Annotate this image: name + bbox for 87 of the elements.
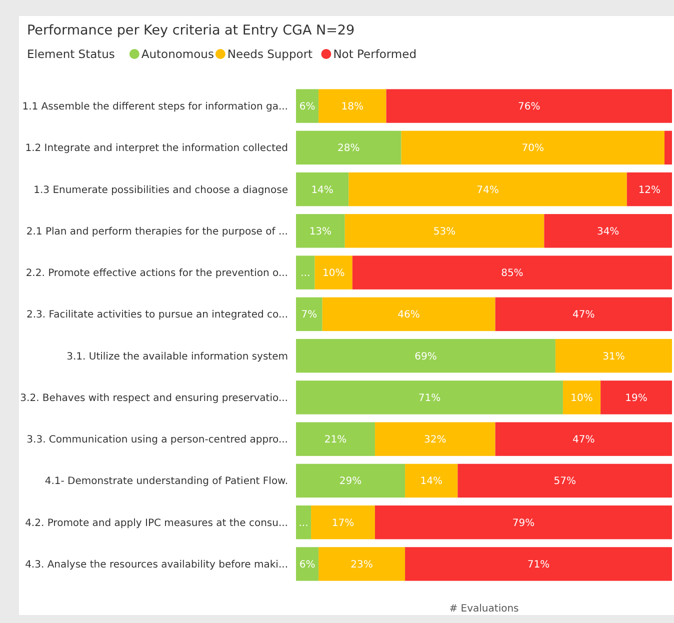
y-tick-label: 2.3. Facilitate activities to pursue an integrated co... xyxy=(26,310,288,321)
bar xyxy=(495,297,672,332)
y-tick-label: 3.1. Utilize the available information system xyxy=(66,351,288,362)
data-label: 19% xyxy=(625,392,648,404)
data-label: 79% xyxy=(512,518,535,529)
data-label: 29% xyxy=(339,476,362,488)
bar xyxy=(374,505,672,540)
data-label: 85% xyxy=(501,268,524,280)
y-tick-label: 4.2. Promote and apply IPC measures at the consu... xyxy=(25,518,288,529)
bar xyxy=(405,464,458,498)
bar xyxy=(600,380,672,414)
data-label: 69% xyxy=(414,351,437,362)
bar xyxy=(296,172,349,206)
bar xyxy=(344,214,544,248)
legend-label: Autonomous xyxy=(141,47,214,62)
data-label: 46% xyxy=(398,310,420,321)
data-label: 7% xyxy=(301,310,318,321)
y-tick-label: 1.1 Assemble the different steps for information ga... xyxy=(22,102,288,113)
data-label: 57% xyxy=(554,476,576,488)
y-tick-label: 4.3. Analyse the resources availability before maki... xyxy=(25,559,288,570)
y-tick-label: 2.1 Plan and perform therapies for the purpose of ... xyxy=(26,226,288,238)
y-tick-label: 3.3. Communication using a person-centred appro... xyxy=(26,434,288,446)
bar xyxy=(296,464,406,498)
data-label: 34% xyxy=(596,226,620,238)
bar xyxy=(314,256,352,290)
y-tick-label: 1.3 Enumerate possibilities and choose a diagnose xyxy=(34,184,288,196)
data-label: 17% xyxy=(332,518,354,529)
legend-label: Not Performed xyxy=(333,47,417,62)
bar xyxy=(296,130,402,165)
bar xyxy=(296,214,345,248)
y-tick-label: 1.2 Integrate and interpret the information collected xyxy=(25,143,288,154)
bar xyxy=(405,547,672,581)
data-label: 53% xyxy=(433,226,456,238)
bar xyxy=(495,422,672,456)
data-label: 71% xyxy=(527,559,550,570)
data-label: 47% xyxy=(572,434,595,446)
bar xyxy=(296,256,315,290)
data-label: 13% xyxy=(309,226,332,238)
data-label: 70% xyxy=(522,143,544,154)
data-label: 14% xyxy=(311,184,334,196)
data-label: 71% xyxy=(418,392,441,404)
y-tick-label: 2.2. Promote effective actions for the prevention o... xyxy=(26,268,288,280)
data-label: 74% xyxy=(476,184,499,196)
legend-title: Element Status xyxy=(27,47,115,62)
y-tick-label: 4.1- Demonstrate understanding of Patient Flow. xyxy=(44,476,288,488)
bar xyxy=(458,464,672,498)
data-label: 21% xyxy=(324,434,347,446)
bar xyxy=(318,89,386,123)
bar xyxy=(311,505,375,540)
data-label: 76% xyxy=(518,102,540,113)
data-label: ... xyxy=(298,518,308,529)
data-label: 28% xyxy=(338,143,360,154)
data-label: 31% xyxy=(602,351,625,362)
bar xyxy=(348,172,627,206)
data-label: 10% xyxy=(322,268,345,280)
data-label: 14% xyxy=(420,476,442,488)
legend-label: Needs Support xyxy=(227,47,314,62)
x-axis-title: # Evaluations xyxy=(449,604,519,614)
bar xyxy=(296,380,563,414)
bar xyxy=(352,256,672,290)
bar xyxy=(562,380,601,414)
bar xyxy=(386,89,672,123)
data-label: 6% xyxy=(299,102,316,113)
bar xyxy=(626,172,672,206)
bar xyxy=(374,422,496,456)
bar xyxy=(318,547,406,581)
data-label: 12% xyxy=(638,184,661,196)
data-label: 6% xyxy=(299,559,316,570)
bar xyxy=(401,130,664,165)
bar xyxy=(296,89,319,123)
y-tick-label: 3.2. Behaves with respect and ensuring preservatio... xyxy=(20,392,288,404)
data-label: 47% xyxy=(572,310,595,321)
bar xyxy=(296,297,322,332)
bar xyxy=(296,505,312,540)
bar xyxy=(664,130,672,165)
data-label: ... xyxy=(300,268,310,280)
chart-title: Performance per Key criteria at Entry CGA N=29 xyxy=(27,22,355,39)
bar xyxy=(322,297,496,332)
data-label: 18% xyxy=(341,102,364,113)
bar xyxy=(296,422,375,456)
data-label: 23% xyxy=(350,559,373,570)
bar xyxy=(555,338,672,373)
bar xyxy=(296,338,556,373)
bar xyxy=(544,214,672,248)
bar xyxy=(296,547,319,581)
data-label: 10% xyxy=(570,392,593,404)
data-label: 32% xyxy=(424,434,446,446)
